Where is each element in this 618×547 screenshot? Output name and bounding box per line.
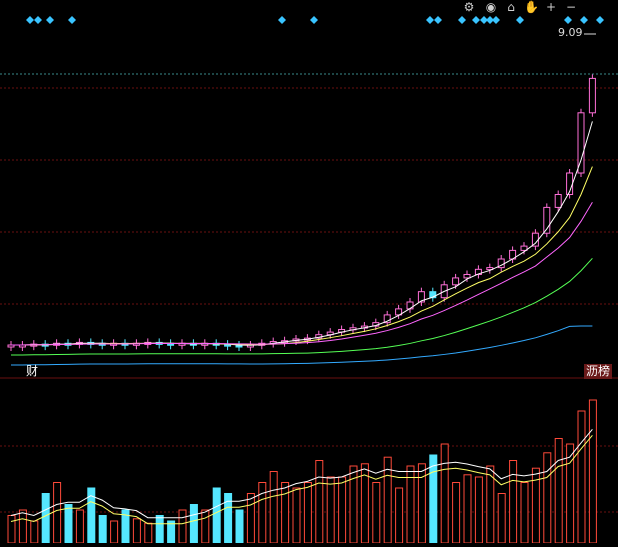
basket-icon[interactable]: ⌂ [507, 0, 515, 14]
candle [577, 112, 585, 174]
volume-bar [315, 460, 324, 544]
volume-bar [30, 520, 39, 544]
volume-bar [281, 482, 290, 544]
event-marker-icon [310, 16, 318, 24]
volume-bar [372, 482, 381, 544]
volume-bar [201, 509, 210, 544]
volume-bar [132, 518, 141, 544]
ma10-line [11, 166, 593, 346]
volume-bar [452, 482, 461, 544]
volume-bar [7, 515, 16, 544]
event-marker-icon [472, 16, 480, 24]
volume-bar [395, 487, 404, 544]
ranking-tag[interactable]: 沥榜 [584, 364, 613, 379]
zoom-in-icon[interactable]: + [545, 0, 557, 14]
volume-bar [269, 471, 278, 544]
event-marker-icon [516, 16, 524, 24]
volume-ma5-line [10, 428, 593, 519]
volume-bar [212, 487, 221, 544]
volume-bar [440, 443, 449, 544]
event-marker-icon [46, 16, 54, 24]
volume-bar [155, 515, 164, 544]
candle [406, 301, 414, 310]
volume-ma10-line [10, 434, 593, 525]
volume-bar [18, 509, 27, 544]
volume-bar [338, 476, 347, 544]
event-marker-icon [564, 16, 572, 24]
volume-bar [577, 410, 586, 544]
eye-icon[interactable]: ◉ [485, 0, 497, 14]
event-marker-icon [278, 16, 286, 24]
volume-bar [429, 454, 438, 544]
ma5-line [11, 121, 593, 346]
volume-bar [497, 493, 506, 544]
candle [417, 291, 425, 303]
candle [383, 314, 391, 324]
volume-bar [64, 504, 73, 544]
volume-bar [303, 482, 312, 544]
ma60-line [11, 257, 593, 356]
hand-icon[interactable]: ✋ [524, 0, 539, 14]
volume-bar [246, 493, 255, 544]
event-marker-icon [480, 16, 488, 24]
volume-bar [41, 493, 50, 544]
candle [429, 291, 437, 299]
finance-tag[interactable]: 财 [26, 364, 39, 378]
volume-bar [554, 438, 563, 544]
candle [474, 268, 482, 275]
volume-bar [75, 509, 84, 544]
candle [588, 77, 596, 114]
volume-bar [167, 520, 176, 544]
volume-bar [463, 474, 472, 544]
event-marker-icon [26, 16, 34, 24]
settings-icon[interactable]: ⚙ [463, 0, 475, 14]
event-marker-icon [34, 16, 42, 24]
candle [554, 194, 562, 208]
volume-bar [520, 482, 529, 544]
candle [463, 273, 471, 279]
event-marker-icon [426, 16, 434, 24]
event-marker-icon [458, 16, 466, 24]
event-marker-icon [492, 16, 500, 24]
volume-bar [326, 476, 335, 544]
volume-bar [53, 482, 62, 544]
volume-bar [474, 476, 483, 544]
ma20-line [11, 201, 593, 346]
volume-bar [110, 520, 119, 544]
volume-bar [509, 460, 518, 544]
volume-bar [98, 515, 107, 544]
candle [452, 277, 460, 286]
volume-bar [588, 399, 597, 544]
candle [531, 232, 539, 247]
volume-bar [258, 482, 267, 544]
volume-bar [543, 452, 552, 544]
event-marker-icon [486, 16, 494, 24]
event-marker-icon [596, 16, 604, 24]
zoom-out-icon[interactable]: − [565, 0, 577, 14]
event-marker-icon [434, 16, 442, 24]
volume-bar [178, 509, 187, 544]
volume-bar [144, 522, 153, 544]
candle [520, 245, 528, 251]
ma120-line [11, 325, 593, 366]
volume-bar [189, 504, 198, 544]
volume-bar [235, 509, 244, 544]
event-marker-icon [68, 16, 76, 24]
volume-bar [292, 487, 301, 544]
price-high-label: 9.09 [558, 26, 583, 39]
candle [543, 206, 551, 234]
event-marker-icon [580, 16, 588, 24]
